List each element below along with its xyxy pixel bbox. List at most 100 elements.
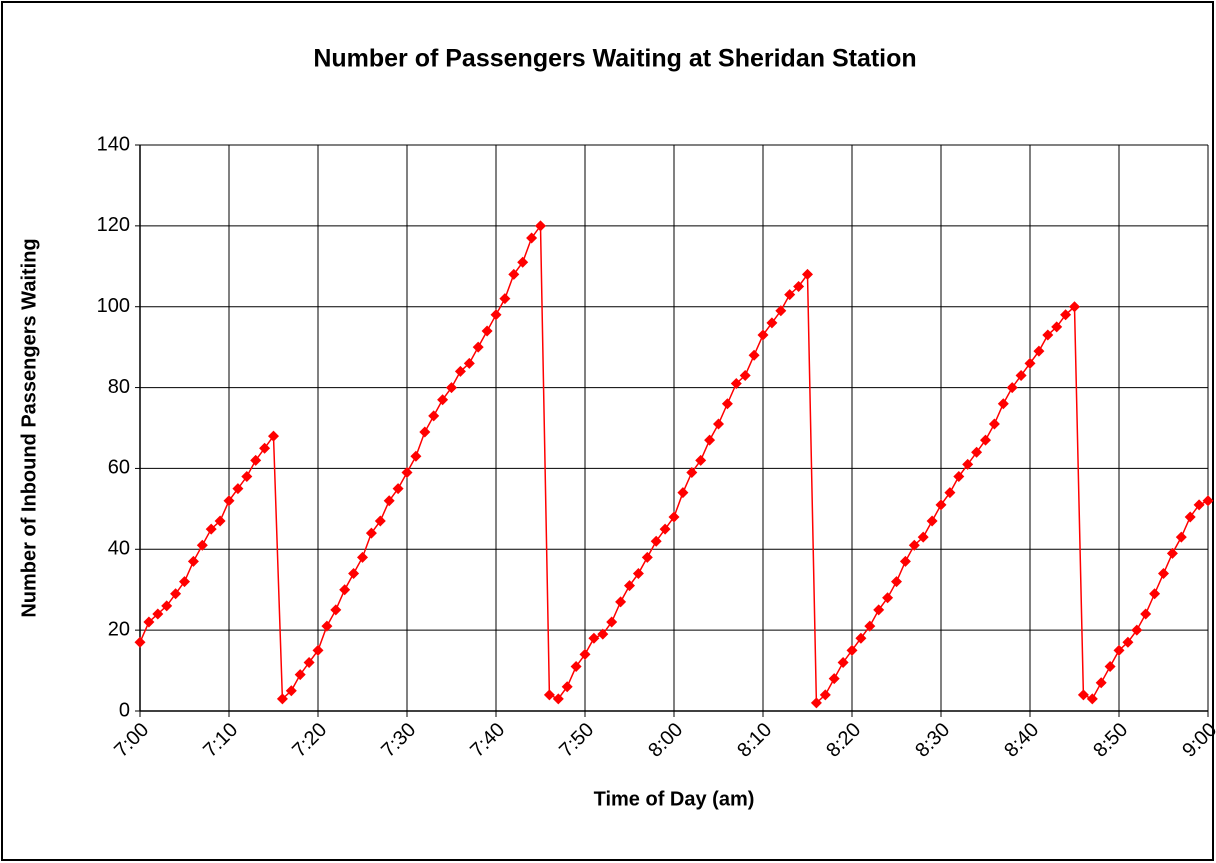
data-point [899, 555, 911, 567]
data-point [187, 555, 199, 567]
data-point [312, 644, 324, 656]
data-point [1149, 588, 1161, 600]
data-point [668, 511, 680, 523]
y-tick-label: 20 [108, 618, 130, 640]
data-point [1069, 301, 1080, 313]
data-point [944, 487, 956, 499]
data-point [837, 656, 849, 668]
data-point [419, 426, 431, 438]
data-point [828, 673, 840, 685]
data-point [1166, 547, 1178, 559]
y-axis-title: Number of Inbound Passengers Waiting [18, 238, 40, 617]
data-point [864, 620, 876, 632]
data-point [971, 446, 983, 458]
data-point [926, 515, 938, 527]
data-point [1042, 329, 1054, 341]
y-tick-label: 60 [108, 457, 130, 479]
data-point [472, 341, 484, 353]
data-point [446, 382, 457, 394]
data-point [704, 434, 716, 446]
data-point [365, 527, 377, 539]
data-point [401, 466, 413, 478]
data-point [535, 220, 546, 232]
data-point [179, 576, 190, 588]
data-point [721, 398, 733, 410]
data-point [1024, 357, 1036, 369]
data-point [339, 584, 351, 596]
data-point [517, 256, 529, 268]
data-point [1140, 608, 1152, 620]
data-point [908, 539, 920, 551]
data-point [677, 487, 689, 499]
data-point [615, 596, 627, 608]
data-point [1006, 382, 1018, 394]
data-point [748, 349, 760, 361]
data-point [757, 329, 769, 341]
data-point [526, 232, 538, 244]
y-tick-label: 80 [108, 376, 130, 398]
data-point [1131, 624, 1143, 636]
data-point [552, 693, 564, 705]
data-point [953, 471, 965, 483]
data-point [632, 568, 644, 580]
data-point [819, 689, 831, 701]
data-point [410, 450, 422, 462]
data-point [695, 454, 707, 466]
data-point [962, 458, 974, 470]
data-point [143, 616, 155, 628]
data-point [330, 604, 342, 616]
data-point [650, 535, 662, 547]
data-point [802, 268, 813, 280]
y-tick-label: 140 [97, 133, 130, 155]
data-point [241, 471, 253, 483]
data-point [873, 604, 885, 616]
data-point [250, 454, 262, 466]
data-point [205, 523, 217, 535]
data-point [276, 693, 288, 705]
data-point [490, 309, 502, 321]
data-point [152, 608, 164, 620]
data-point [1202, 495, 1214, 507]
data-point [383, 495, 395, 507]
data-point [437, 394, 449, 406]
data-point [481, 325, 493, 337]
data-point [196, 539, 208, 551]
data-point [713, 418, 724, 430]
x-axis-title: Time of Day (am) [594, 788, 755, 810]
data-point [285, 685, 297, 697]
data-point [1184, 511, 1196, 523]
data-point [1113, 644, 1125, 656]
data-point [499, 293, 511, 305]
data-point [357, 551, 368, 563]
data-point [348, 568, 360, 580]
data-point [988, 418, 1000, 430]
data-point [588, 632, 600, 644]
data-point [775, 305, 787, 317]
chart-title: Number of Passengers Waiting at Sheridan… [313, 45, 916, 73]
data-point [606, 616, 618, 628]
data-point [170, 588, 182, 600]
data-point [543, 689, 555, 701]
data-point [659, 523, 671, 535]
data-point [1095, 677, 1107, 689]
data-point [935, 499, 947, 511]
data-point [917, 531, 929, 543]
data-point [855, 632, 867, 644]
y-tick-label: 120 [97, 214, 130, 236]
data-point [846, 644, 858, 656]
data-point [428, 410, 440, 422]
data-point [259, 442, 271, 454]
data-point [454, 365, 466, 377]
data-point [463, 357, 475, 369]
data-point [570, 661, 582, 673]
data-point [392, 483, 404, 495]
data-point [161, 600, 173, 612]
data-point [641, 551, 653, 563]
data-point [374, 515, 386, 527]
data-point [1060, 309, 1072, 321]
data-point [268, 430, 279, 442]
data-point [508, 268, 520, 280]
y-tick-label: 0 [119, 699, 130, 721]
data-point [997, 398, 1009, 410]
data-point [980, 434, 991, 446]
